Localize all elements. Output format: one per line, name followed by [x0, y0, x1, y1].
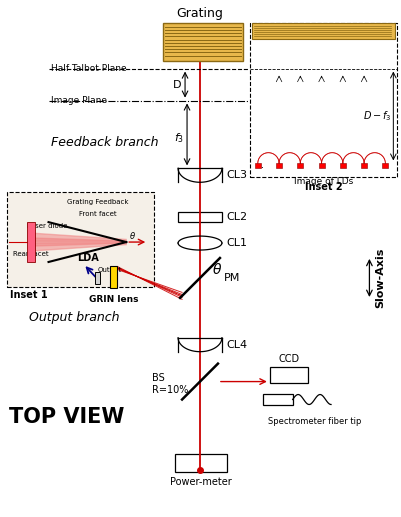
Text: Image of LDs: Image of LDs [293, 177, 352, 186]
Text: R=10%: R=10% [152, 385, 188, 394]
Text: CL1: CL1 [225, 238, 246, 248]
Text: Slow-Axis: Slow-Axis [375, 248, 385, 308]
Text: CL3: CL3 [225, 170, 246, 180]
Bar [297, 163, 303, 169]
Text: Laser diode: Laser diode [26, 223, 67, 229]
Text: $D−f_3$: $D−f_3$ [362, 109, 390, 123]
Text: BS: BS [152, 373, 164, 383]
Text: Output branch: Output branch [28, 311, 119, 324]
Text: D: D [172, 80, 180, 89]
Bar [178, 212, 221, 222]
Bar [339, 163, 345, 169]
Bar [175, 454, 226, 472]
Bar [251, 23, 394, 39]
Text: Half Talbot Plane: Half Talbot Plane [51, 64, 126, 73]
Bar [95, 272, 100, 284]
Bar [318, 163, 324, 169]
Bar [269, 367, 307, 383]
Text: Image Plane: Image Plane [51, 96, 106, 105]
Bar [110, 266, 117, 288]
Bar [26, 222, 34, 262]
Text: GRIN lens: GRIN lens [88, 295, 138, 305]
Text: ...: ... [254, 160, 263, 170]
Bar [360, 163, 366, 169]
Text: Inset 1: Inset 1 [10, 290, 47, 300]
Text: Inset 2: Inset 2 [304, 183, 342, 192]
Bar [381, 163, 387, 169]
Text: TOP VIEW: TOP VIEW [9, 407, 124, 428]
Text: Grating: Grating [176, 7, 223, 20]
Text: $\theta$: $\theta$ [129, 230, 136, 241]
Bar [249, 23, 396, 177]
Text: Grating Feedback: Grating Feedback [67, 199, 129, 205]
Text: PM: PM [223, 273, 240, 283]
Text: Front facet: Front facet [79, 211, 117, 217]
Text: Feedback branch: Feedback branch [51, 136, 158, 149]
Bar [275, 163, 282, 169]
Polygon shape [34, 238, 126, 246]
Text: CCD: CCD [277, 354, 298, 363]
Text: CL4: CL4 [225, 340, 247, 349]
Bar [254, 163, 260, 169]
Text: Rear facet: Rear facet [12, 251, 48, 257]
Text: $f_3$: $f_3$ [174, 131, 184, 145]
Text: Spectrometer fiber tip: Spectrometer fiber tip [267, 417, 360, 426]
Text: Output: Output [98, 267, 122, 273]
Polygon shape [34, 233, 126, 241]
Text: LDA: LDA [77, 253, 99, 263]
Text: Power-meter: Power-meter [170, 477, 231, 487]
Bar [163, 23, 242, 60]
Text: $\theta$: $\theta$ [211, 263, 222, 278]
Bar [262, 393, 292, 405]
Text: CL2: CL2 [225, 212, 247, 222]
Polygon shape [34, 242, 126, 251]
Bar [7, 192, 154, 287]
